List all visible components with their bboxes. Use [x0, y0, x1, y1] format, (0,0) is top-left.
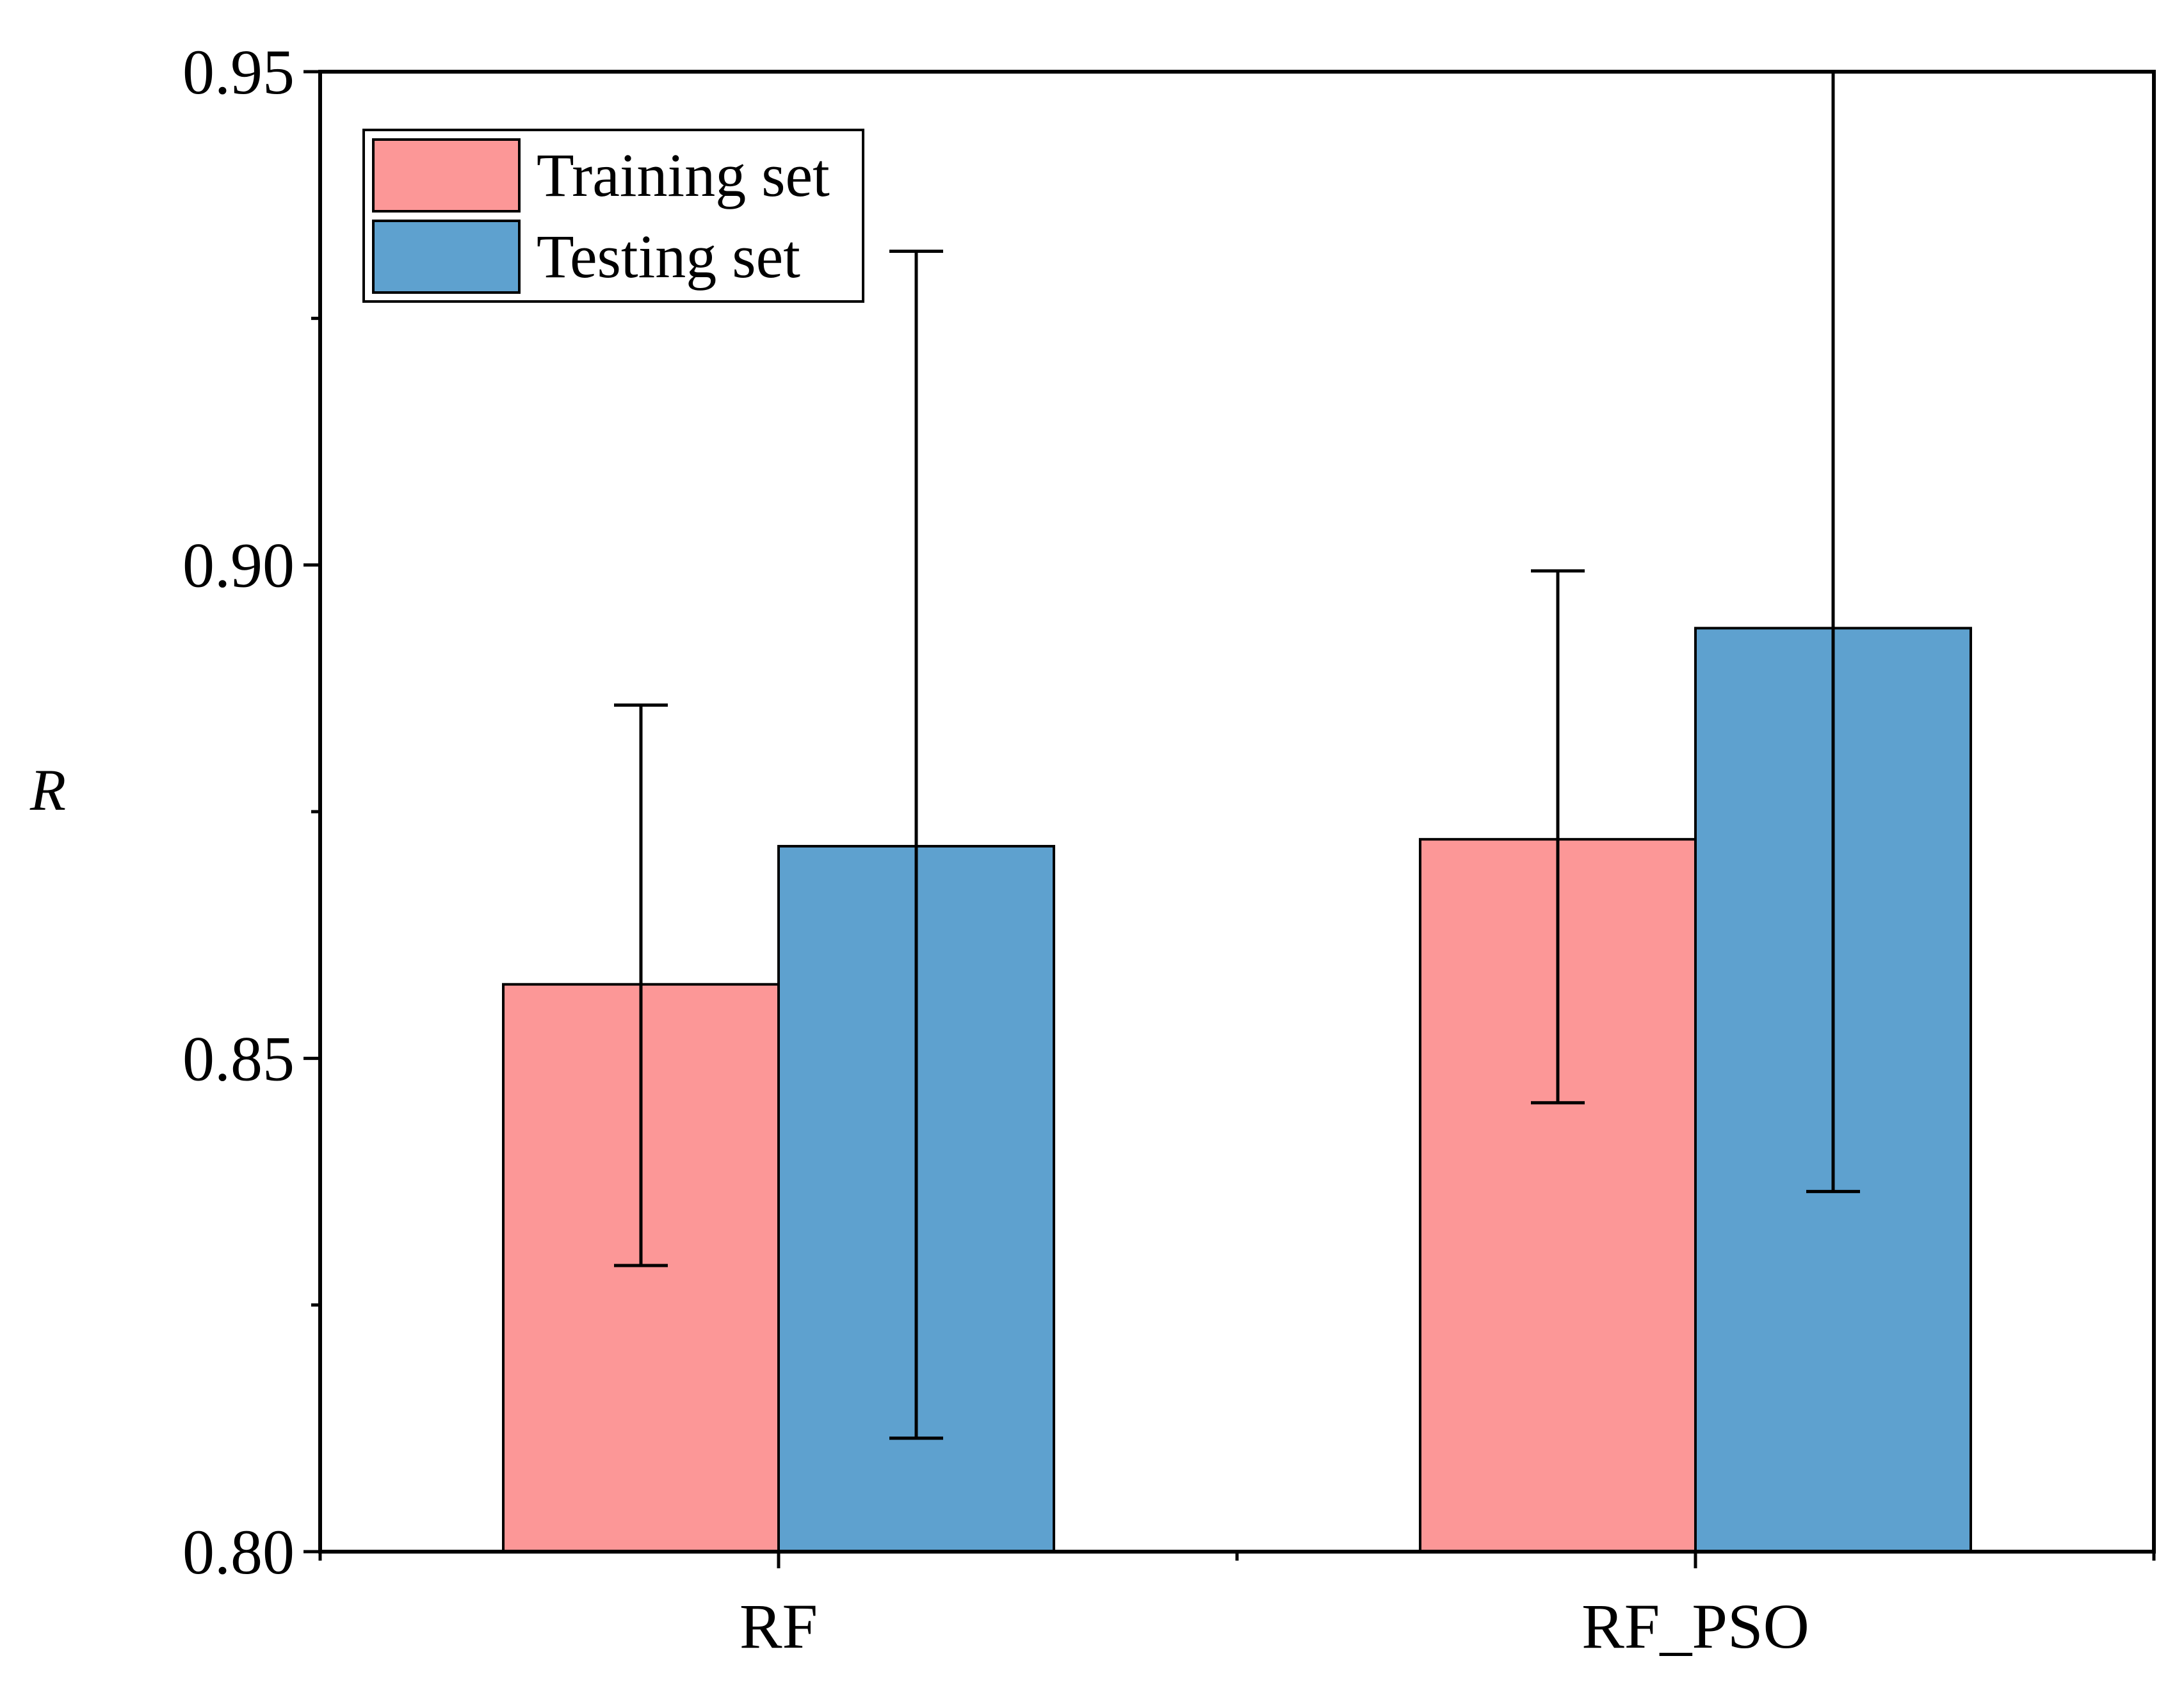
y-tick-label: 0.90 — [182, 530, 295, 601]
axes-layer: RF RF_PSO 0.80 0.85 0.90 0.95 — [182, 36, 2156, 1662]
legend: Training set Testing set — [362, 129, 864, 303]
x-tick-label: RF_PSO — [1581, 1591, 1809, 1662]
error-bars-layer — [614, 72, 1860, 1440]
legend-swatch-training — [372, 138, 521, 213]
x-tick-label: RF — [740, 1591, 818, 1662]
y-tick-label: 0.85 — [182, 1023, 295, 1094]
y-tick-label: 0.80 — [182, 1516, 295, 1587]
legend-swatch-testing — [372, 220, 521, 294]
legend-label-training: Training set — [537, 141, 830, 209]
y-axis-label: R — [29, 757, 66, 823]
y-tick-label: 0.95 — [182, 36, 295, 108]
bars-layer — [502, 627, 1972, 1553]
legend-label-testing: Testing set — [537, 222, 800, 291]
